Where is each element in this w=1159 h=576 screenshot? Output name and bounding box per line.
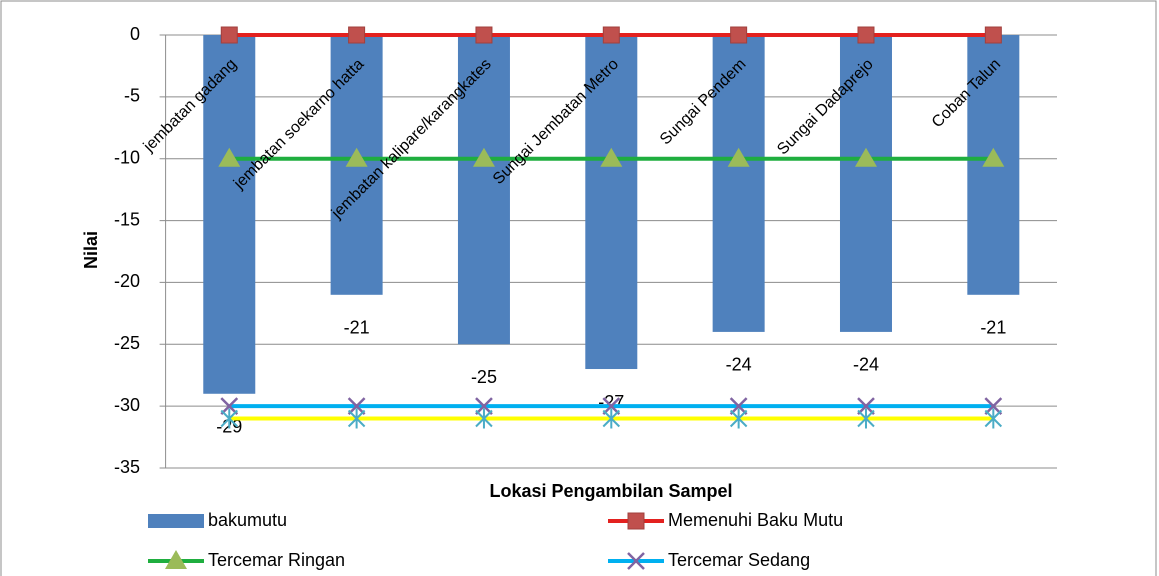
y-tick-label: -35 xyxy=(114,457,140,477)
data-label: -25 xyxy=(471,367,497,387)
legend-swatch xyxy=(148,514,204,528)
data-label: -24 xyxy=(726,355,752,375)
point-marker xyxy=(857,26,875,44)
point-marker xyxy=(220,26,238,44)
legend-marker xyxy=(627,512,645,530)
bar xyxy=(585,35,638,370)
point-marker xyxy=(220,397,239,416)
y-tick-label: -25 xyxy=(114,333,140,353)
point-marker xyxy=(348,26,366,44)
bar xyxy=(839,35,892,332)
point-marker xyxy=(345,147,368,167)
y-tick-label: 0 xyxy=(130,24,140,44)
legend-marker xyxy=(165,550,187,569)
y-tick-label: -30 xyxy=(114,395,140,415)
point-marker xyxy=(475,408,493,429)
bar xyxy=(203,35,256,394)
point-marker xyxy=(600,147,623,167)
point-marker xyxy=(984,408,1003,429)
point-marker xyxy=(347,408,366,429)
y-axis-title: Nilai xyxy=(81,231,101,269)
legend-label: Memenuhi Baku Mutu xyxy=(668,510,843,530)
data-label: -21 xyxy=(344,318,370,338)
legend-label: Tercemar Sedang xyxy=(668,550,810,570)
data-label: -24 xyxy=(853,355,879,375)
point-marker xyxy=(472,147,495,167)
point-marker xyxy=(727,147,750,167)
point-marker xyxy=(854,147,877,167)
point-marker xyxy=(729,408,748,429)
legend-marker xyxy=(627,552,645,570)
point-marker xyxy=(729,397,748,416)
point-marker xyxy=(475,397,493,416)
point-marker xyxy=(475,26,493,44)
point-marker xyxy=(602,397,621,416)
point-marker xyxy=(602,408,621,429)
point-marker xyxy=(220,408,238,429)
point-marker xyxy=(857,408,875,429)
x-axis-title: Lokasi Pengambilan Sampel xyxy=(489,481,732,501)
point-marker xyxy=(730,26,748,44)
legend-label: bakumutu xyxy=(208,510,287,530)
bar xyxy=(712,35,765,332)
data-label: -21 xyxy=(980,318,1006,338)
point-marker xyxy=(857,397,875,416)
y-tick-label: -15 xyxy=(114,209,140,229)
point-marker xyxy=(982,147,1005,167)
point-marker xyxy=(218,147,241,167)
point-marker xyxy=(984,26,1002,44)
y-tick-label: -10 xyxy=(114,147,140,167)
bar xyxy=(457,35,510,345)
point-marker xyxy=(347,397,366,416)
point-marker xyxy=(602,26,620,44)
y-tick-label: -20 xyxy=(114,271,140,291)
point-marker xyxy=(984,397,1003,416)
legend-label: Tercemar Ringan xyxy=(208,550,345,570)
y-tick-label: -5 xyxy=(124,86,140,106)
